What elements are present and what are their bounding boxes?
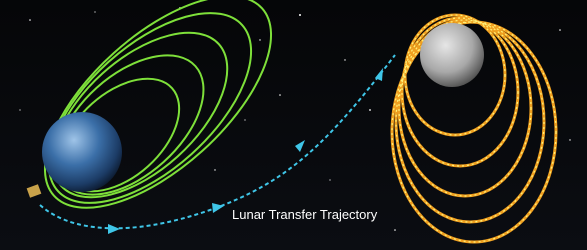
star: [394, 229, 396, 231]
star: [344, 59, 345, 60]
moon: [420, 23, 484, 87]
star: [279, 94, 281, 96]
earth: [42, 112, 122, 192]
star: [369, 109, 371, 111]
star: [94, 11, 95, 12]
trajectory-label: Lunar Transfer Trajectory: [232, 207, 378, 222]
page: Lunar Transfer Trajectory (() => { const…: [0, 0, 587, 250]
star: [299, 14, 301, 16]
star: [244, 119, 245, 120]
star: [29, 19, 31, 21]
star: [329, 179, 330, 180]
star: [214, 169, 215, 170]
scene: Lunar Transfer Trajectory: [0, 0, 587, 250]
star: [259, 39, 260, 40]
star: [19, 109, 20, 110]
star: [569, 139, 570, 140]
star: [559, 29, 561, 31]
